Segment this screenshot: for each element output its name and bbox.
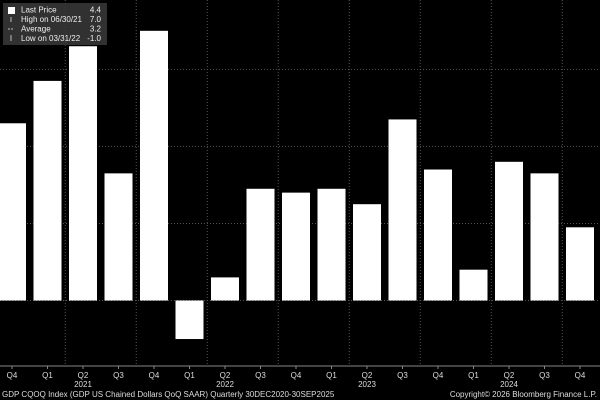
- bar: [495, 161, 523, 301]
- bar: [33, 80, 62, 301]
- bar: [424, 169, 452, 301]
- bar: [317, 188, 346, 301]
- x-tick-label: Q2: [78, 371, 89, 380]
- x-tick-label: Q4: [575, 371, 586, 380]
- x-tick-label: Q1: [42, 371, 53, 380]
- bar: [140, 30, 168, 301]
- legend-value: 3.2: [90, 25, 102, 34]
- bar: [459, 269, 488, 301]
- x-tick-label: Q1: [326, 371, 337, 380]
- legend-value: 7.0: [90, 15, 102, 24]
- bar: [175, 300, 204, 340]
- x-tick-label: Q3: [397, 371, 408, 380]
- bar: [282, 192, 310, 301]
- x-year-label: 2024: [500, 380, 518, 389]
- x-year-label: 2021: [74, 380, 92, 389]
- x-tick-label: Q3: [539, 371, 550, 380]
- legend-box: [3, 3, 107, 45]
- legend-value: 4.4: [90, 6, 102, 15]
- legend-label: Average: [21, 25, 51, 34]
- x-year-label: 2023: [358, 380, 376, 389]
- x-tick-label: Q4: [7, 371, 18, 380]
- x-tick-label: Q3: [255, 371, 266, 380]
- x-year-label: 2022: [216, 380, 234, 389]
- x-tick-label: Q4: [291, 371, 302, 380]
- x-tick-label: Q4: [433, 371, 444, 380]
- x-tick-label: Q4: [149, 371, 160, 380]
- x-tick-label: Q2: [362, 371, 373, 380]
- legend: Last Price 4.4 High on 06/30/21 7.0 Aver…: [3, 3, 107, 45]
- bar: [69, 46, 97, 301]
- bar: [211, 277, 239, 301]
- x-tick-label: Q1: [184, 371, 195, 380]
- bar: [388, 119, 417, 301]
- bar: [246, 188, 275, 301]
- bar: [104, 173, 133, 301]
- bar: [530, 173, 559, 301]
- legend-swatch: [8, 7, 15, 14]
- footer-source: GDP CQOQ Index (GDP US Chained Dollars Q…: [2, 390, 335, 399]
- x-tick-label: Q2: [504, 371, 515, 380]
- legend-label: Low on 03/31/22: [21, 34, 81, 43]
- x-tick-label: Q1: [468, 371, 479, 380]
- footer-copyright: Copyright© 2026 Bloomberg Finance L.P.: [450, 390, 597, 399]
- legend-label: Last Price: [21, 6, 57, 15]
- x-tick-label: Q2: [220, 371, 231, 380]
- x-tick-label: Q3: [113, 371, 124, 380]
- legend-value: -1.0: [87, 34, 101, 43]
- legend-label: High on 06/30/21: [21, 15, 82, 24]
- bar: [0, 123, 26, 301]
- bar: [566, 227, 594, 301]
- bar: [353, 204, 381, 301]
